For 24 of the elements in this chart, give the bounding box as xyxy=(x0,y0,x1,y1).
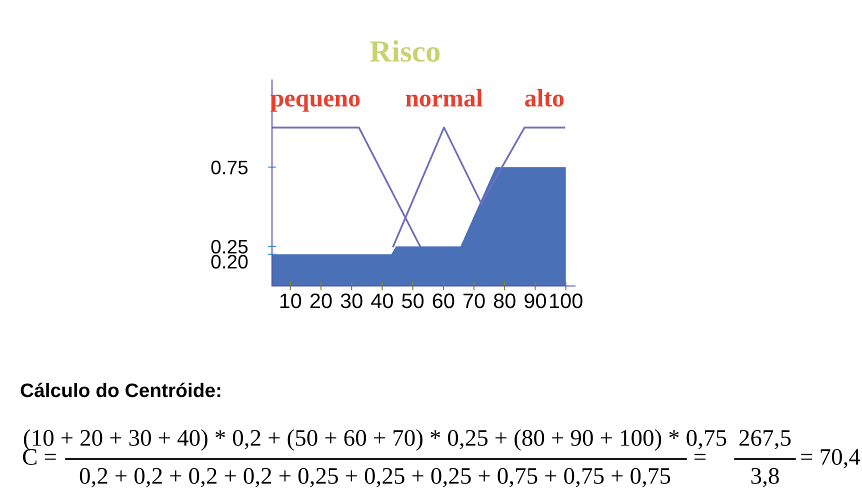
x-tick-label: 80 xyxy=(494,293,516,308)
x-tick-label: 90 xyxy=(524,293,546,308)
x-tick-label: 20 xyxy=(310,293,332,308)
text: Cálculo do Centróide: xyxy=(20,382,220,398)
chart-title: Risco xyxy=(370,40,440,62)
x-tick-label: 70 xyxy=(463,293,485,308)
x-tick-label: 30 xyxy=(340,293,362,308)
text: 3,8 xyxy=(751,468,779,488)
x-tick-label: 10 xyxy=(280,293,302,308)
x-tick-label: 100 xyxy=(550,293,582,308)
y-tick-label: 0.25 xyxy=(211,240,248,254)
text: (10 + 20 + 30 + 40) * 0,2 + (50 + 60 + 70) * 0,25 + (80 + 90 + 100) * 0,75 xyxy=(24,429,726,451)
x-tick-label: 60 xyxy=(432,293,454,308)
text: = xyxy=(694,454,706,460)
y-tick-label: 0.75 xyxy=(211,160,248,174)
text: 0,2 + 0,2 + 0,2 + 0,2 + 0,25 + 0,25 + 0,25 + 0,75 + 0,75 + 0,75 xyxy=(80,468,670,488)
y-tick-label: 0.20 xyxy=(211,254,248,269)
text: 267,5 xyxy=(739,430,791,450)
text: C = xyxy=(22,449,56,465)
x-tick-label: 40 xyxy=(371,293,393,308)
series-label: alto xyxy=(525,89,564,107)
x-tick-label: 50 xyxy=(402,293,424,308)
series-label: normal xyxy=(406,89,482,107)
text: = 70,4 xyxy=(801,448,860,468)
